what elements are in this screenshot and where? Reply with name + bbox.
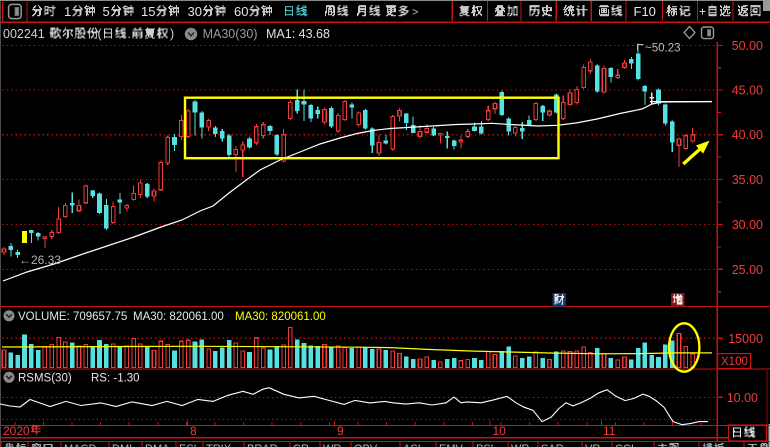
svg-text:RSMS(30): RSMS(30) (18, 373, 72, 385)
svg-text:X100: X100 (721, 356, 748, 368)
svg-text:OBV: OBV (354, 443, 378, 447)
svg-text:40.00: 40.00 (732, 128, 763, 142)
svg-text:WR: WR (323, 443, 341, 447)
svg-text:9: 9 (337, 424, 344, 438)
svg-text:DMA: DMA (145, 443, 170, 447)
svg-text:10.00: 10.00 (727, 391, 758, 405)
svg-text:>: > (412, 7, 418, 19)
svg-text:MA1: 43.68: MA1: 43.68 (266, 27, 330, 41)
svg-text:MA30: 820061.00: MA30: 820061.00 (133, 311, 224, 323)
svg-text:11: 11 (603, 424, 616, 438)
svg-text:BRAR: BRAR (247, 443, 278, 447)
svg-text:PSL: PSL (476, 443, 497, 447)
svg-text:50.00: 50.00 (732, 39, 763, 53)
svg-text:←26.33: ←26.33 (19, 253, 61, 267)
svg-text:DMI: DMI (112, 443, 132, 447)
svg-text:35.00: 35.00 (732, 173, 763, 187)
svg-text:VOLUME: 709657.75: VOLUME: 709657.75 (18, 311, 127, 323)
svg-text:RS: -1.30: RS: -1.30 (91, 373, 140, 385)
svg-text:15: 15 (141, 4, 155, 19)
svg-text:+: + (699, 5, 706, 19)
svg-text:): ) (170, 27, 174, 41)
svg-text:15000: 15000 (728, 332, 763, 346)
svg-text:CCI: CCI (615, 443, 634, 447)
svg-text:WR: WR (511, 443, 529, 447)
svg-text:F10: F10 (634, 4, 656, 19)
svg-text:25.00: 25.00 (732, 263, 763, 277)
svg-text:CR: CR (293, 443, 309, 447)
svg-text:VR: VR (585, 443, 600, 447)
svg-text:MACD: MACD (64, 443, 96, 447)
svg-text:ESL: ESL (179, 443, 200, 447)
svg-text:TRIX: TRIX (206, 443, 232, 447)
svg-text:002241: 002241 (3, 27, 45, 41)
svg-text:MA30: 820061.00: MA30: 820061.00 (235, 311, 326, 323)
svg-text:60: 60 (234, 4, 248, 19)
svg-text:ASI: ASI (403, 443, 421, 447)
svg-text:EMV: EMV (439, 443, 464, 447)
svg-text:5: 5 (103, 4, 110, 19)
svg-text:2020: 2020 (3, 424, 30, 438)
svg-text:SAR: SAR (541, 443, 564, 447)
svg-text:10: 10 (493, 424, 507, 438)
svg-text:30: 30 (188, 4, 202, 19)
svg-text:45.00: 45.00 (732, 84, 763, 98)
svg-text:30.00: 30.00 (732, 218, 763, 232)
svg-text:.: . (128, 27, 131, 41)
svg-text:(: ( (98, 27, 103, 41)
svg-text:MA30(30): MA30(30) (203, 27, 258, 41)
svg-text:~50.23: ~50.23 (645, 43, 681, 55)
svg-text:8: 8 (190, 424, 197, 438)
svg-text:1: 1 (64, 4, 71, 19)
